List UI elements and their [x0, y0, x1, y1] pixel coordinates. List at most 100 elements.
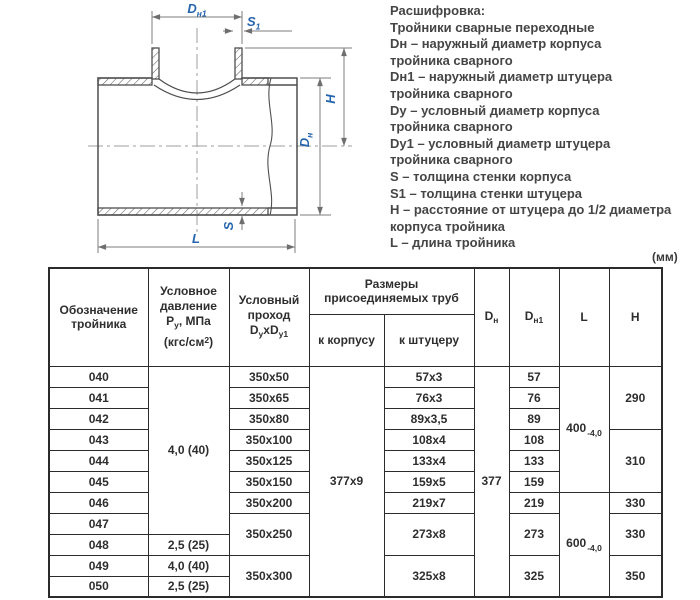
col-header-to-branch: к штуцеру — [383, 313, 475, 367]
tee-body-outline — [97, 77, 298, 216]
header-row-2: к корпусу к штуцеру — [49, 313, 662, 367]
cell-h: 330 — [608, 491, 663, 514]
cell-dn1-merged: 325 — [508, 554, 560, 598]
cell-pass: 350x100 — [228, 428, 310, 451]
cell-designation: 047 — [48, 512, 149, 535]
legend-line: Dу1 – условный диаметр штуцера — [390, 135, 611, 151]
col-header-designation: Обозначение тройника — [48, 267, 149, 367]
cell-l-merged: 600-4,0 — [558, 491, 610, 598]
cell-to-branch: 76x3 — [383, 386, 475, 409]
cell-dn1: 108 — [508, 428, 560, 451]
cell-dn1: 89 — [508, 407, 560, 430]
legend-line: Dн1 – наружный диаметр штуцера — [390, 69, 613, 85]
cell-h-merged: 330 — [608, 512, 663, 556]
cell-to-branch: 89x3,5 — [383, 407, 475, 430]
cell-to-branch: 159x5 — [383, 470, 475, 493]
cell-to-branch: 133x4 — [383, 449, 475, 472]
table-row: 050 2,5 (25) — [48, 575, 662, 598]
legend-line: L – длина тройника — [390, 235, 516, 251]
cell-designation: 050 — [48, 575, 149, 598]
table-row: 040 4,0 (40) 350x50 377x9 57x3 377 57 40… — [48, 365, 663, 598]
legend-line: тройника сварного — [390, 152, 513, 168]
table-row: 042 350x80 89x3,5 89 — [48, 407, 662, 430]
col-header-to-body: к корпусу — [308, 313, 385, 367]
pressure-line3: Pу, МПа — [166, 314, 211, 331]
legend-line: тройника сварного — [390, 119, 513, 135]
legend: Расшифровка: Тройники сварные переходные… — [390, 3, 671, 252]
cell-designation: 043 — [48, 428, 149, 451]
cell-pass: 350x80 — [228, 407, 310, 430]
label-h: H — [323, 94, 338, 104]
cell-dn1: 57 — [508, 365, 560, 388]
col-header-pass: Условный проход DуxDу1 — [228, 267, 310, 367]
tee-technical-drawing: Dн1 S1 H Dн S L — [88, 1, 352, 253]
legend-line: корпуса тройника — [390, 218, 506, 234]
pass-line3: DуxDу1 — [249, 322, 289, 339]
legend-line: S1 – толщина стенки штуцера — [390, 185, 583, 201]
label-l: L — [192, 231, 200, 246]
pressure-line2: давление — [160, 299, 217, 314]
cell-pressure: 4,0 (40) — [147, 554, 230, 577]
cell-to-branch-merged: 273x8 — [383, 512, 475, 556]
cell-dn1: 159 — [508, 470, 560, 493]
cell-dn-merged: 377 — [473, 365, 510, 598]
legend-line: S – толщина стенки корпуса — [390, 168, 572, 184]
cell-dn1: 133 — [508, 449, 560, 472]
cell-designation: 044 — [48, 449, 149, 472]
cell-to-branch: 57x3 — [383, 365, 475, 388]
label-dn1: Dн1 — [187, 1, 207, 19]
cell-designation: 041 — [48, 386, 149, 409]
units-note: (мм) — [652, 250, 678, 264]
cell-h-merged: 290 — [608, 365, 663, 430]
label-dn: Dн — [297, 133, 315, 148]
legend-line: тройника сварного — [390, 52, 513, 68]
cell-designation: 045 — [48, 470, 149, 493]
col-header-l: L — [558, 267, 610, 367]
cell-pressure: 2,5 (25) — [147, 533, 230, 556]
cell-l-merged: 400-4,0 — [558, 365, 610, 493]
pass-line1: Условный — [238, 292, 300, 307]
header-row-1: Обозначение тройника Условное давление P… — [48, 267, 663, 367]
legend-line: Расшифровка: — [390, 3, 486, 18]
cell-to-branch: 219x7 — [383, 491, 475, 514]
cell-designation: 046 — [48, 491, 149, 514]
legend-line: H – расстояние от штуцера до 1/2 диаметр… — [390, 202, 672, 218]
table-row: 043 350x100 108x4 108 310 — [48, 428, 663, 493]
cell-designation: 049 — [48, 554, 149, 577]
cell-dn1: 76 — [508, 386, 560, 409]
cell-h-merged: 310 — [608, 428, 663, 493]
legend-line: Тройники сварные переходные — [390, 19, 595, 35]
pressure-line1: Условное — [160, 284, 217, 299]
cell-pressure: 2,5 (25) — [147, 575, 230, 598]
cell-pass: 350x125 — [228, 449, 310, 472]
cell-pass: 350x150 — [228, 470, 310, 493]
centerlines — [88, 28, 352, 234]
col-header-pipe-sizes: Размеры присоединяемых труб — [308, 267, 475, 315]
cell-dn1: 219 — [508, 491, 560, 514]
legend-line: Dу – условный диаметр корпуса — [390, 102, 600, 118]
cell-to-branch: 108x4 — [383, 428, 475, 451]
cell-pass-merged: 350x300 — [228, 554, 310, 598]
table-row: 046 350x200 219x7 219 600-4,0 330 — [48, 491, 663, 598]
cell-pass-merged: 350x250 — [228, 512, 310, 556]
cell-pressure-merged: 4,0 (40) — [147, 365, 230, 535]
pass-line2: проход — [247, 307, 291, 322]
cell-to-branch-merged: 325x8 — [383, 554, 475, 598]
dimensions-table: Обозначение тройника Условное давление P… — [48, 267, 663, 598]
cell-designation: 042 — [48, 407, 149, 430]
pipe-wall-hatch — [97, 47, 269, 216]
cell-to-body-merged: 377x9 — [308, 365, 385, 598]
pressure-line4: (кгс/см2) — [163, 335, 214, 350]
cell-pass: 350x200 — [228, 491, 310, 514]
label-s: S — [221, 221, 236, 230]
label-s1: S1 — [247, 14, 261, 32]
cell-pass: 350x65 — [228, 386, 310, 409]
spec-table: Обозначение тройника Условное давление P… — [48, 267, 663, 598]
dimension-lines — [97, 11, 352, 253]
dimension-labels: Dн1 S1 H Dн S L — [187, 1, 338, 246]
col-header-dn: Dн — [473, 267, 510, 367]
cell-designation: 048 — [48, 533, 149, 556]
table-row: 048 2,5 (25) — [48, 533, 662, 556]
cell-dn1-merged: 273 — [508, 512, 560, 556]
